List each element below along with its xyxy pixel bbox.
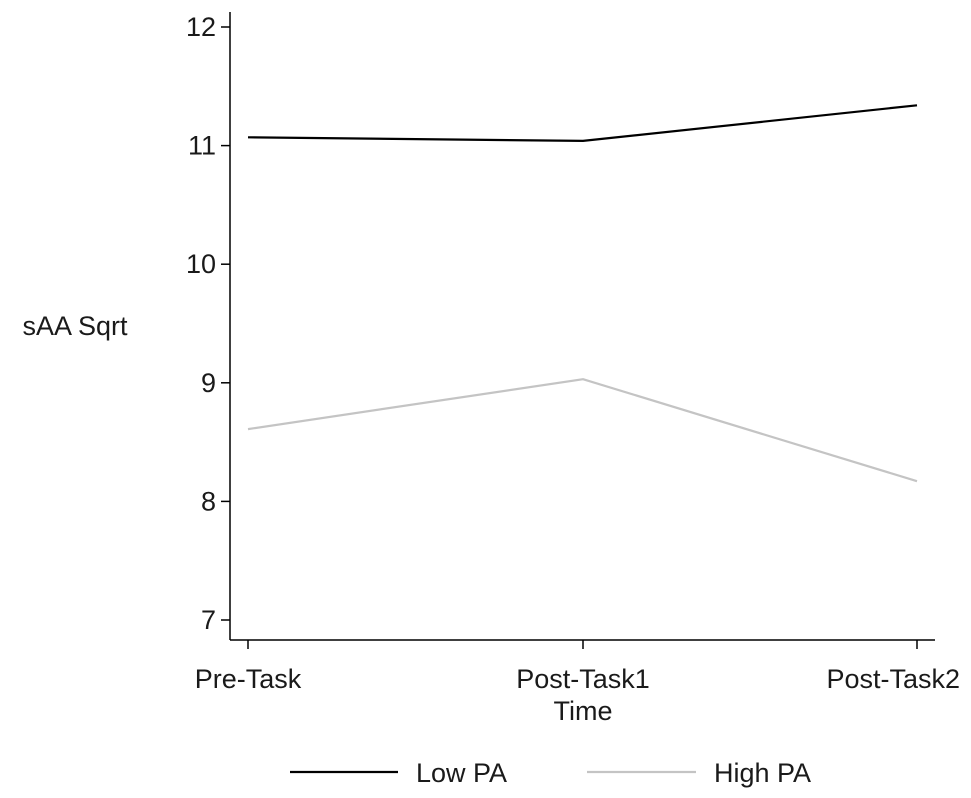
y-axis: 7 8 9 10 11 12 [186, 12, 231, 640]
legend-label-high-pa: High PA [714, 758, 811, 788]
y-tick-label: 11 [188, 131, 216, 161]
y-axis-title: sAA Sqrt [22, 311, 128, 341]
x-tick-label: Post-Task2 [826, 664, 960, 694]
y-tick-label: 7 [201, 605, 216, 635]
x-tick-label: Pre-Task [195, 664, 302, 694]
x-axis: Pre-Task Post-Task1 Post-Task2 [195, 639, 960, 694]
series-line-low-pa [247, 104, 918, 142]
y-tick-label: 9 [201, 368, 216, 398]
series-line-high-pa [247, 378, 918, 483]
x-axis-title: Time [554, 696, 613, 726]
x-tick-label: Post-Task1 [516, 664, 650, 694]
series-group [247, 104, 918, 483]
y-tick-label: 8 [201, 486, 216, 516]
legend: Low PA High PA [290, 758, 811, 788]
legend-label-low-pa: Low PA [416, 758, 507, 788]
y-tick-label: 12 [186, 12, 216, 42]
y-tick-label: 10 [186, 249, 216, 279]
